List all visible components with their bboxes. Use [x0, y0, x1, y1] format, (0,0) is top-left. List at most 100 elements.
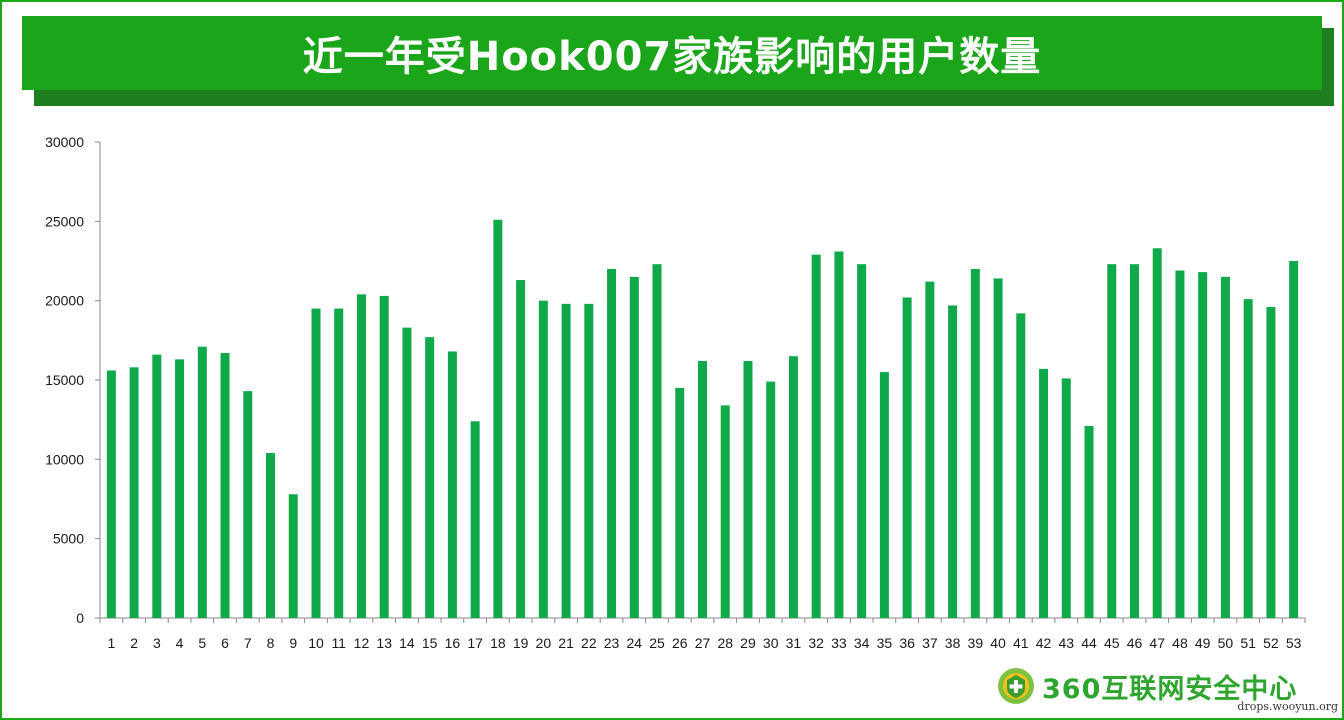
x-tick-label: 32 [808, 635, 824, 651]
x-tick-label: 2 [130, 635, 138, 651]
bar [1129, 264, 1139, 618]
x-tick-label: 33 [831, 635, 847, 651]
x-tick-label: 38 [945, 635, 961, 651]
chart-title: 近一年受Hook007家族影响的用户数量 [302, 34, 1042, 80]
title-banner: 近一年受Hook007家族影响的用户数量 [22, 16, 1322, 90]
x-tick-label: 8 [267, 635, 275, 651]
bar [152, 354, 162, 618]
x-tick-label: 37 [922, 635, 938, 651]
bar [1016, 313, 1026, 618]
bar [1198, 272, 1208, 618]
x-tick-label: 25 [649, 635, 665, 651]
x-tick-label: 35 [877, 635, 893, 651]
x-tick-label: 10 [308, 635, 324, 651]
watermark: drops.wooyun.org [1237, 700, 1338, 713]
bar [288, 494, 298, 618]
x-tick-label: 39 [968, 635, 984, 651]
bar [1107, 264, 1117, 618]
x-tick-label: 41 [1013, 635, 1029, 651]
bar [652, 264, 662, 618]
x-tick-label: 40 [990, 635, 1006, 651]
x-tick-label: 12 [354, 635, 370, 651]
x-tick-label: 11 [331, 635, 346, 651]
bar [720, 405, 730, 618]
bar [629, 276, 639, 618]
bar [1220, 276, 1230, 618]
bar [516, 280, 526, 618]
bar [561, 303, 571, 618]
bar [1084, 426, 1094, 618]
x-tick-label: 50 [1218, 635, 1234, 651]
x-tick-label: 27 [695, 635, 711, 651]
bar [470, 421, 480, 618]
x-tick-label: 14 [399, 635, 415, 651]
bar [948, 305, 958, 618]
bar [197, 346, 207, 618]
x-tick-label: 5 [198, 635, 206, 651]
x-tick-label: 47 [1149, 635, 1165, 651]
bar [607, 268, 617, 618]
bar [788, 356, 798, 618]
x-tick-label: 43 [1058, 635, 1074, 651]
x-tick-label: 28 [717, 635, 733, 651]
x-tick-label: 24 [627, 635, 643, 651]
x-tick-label: 34 [854, 635, 870, 651]
x-tick-label: 3 [153, 635, 161, 651]
y-tick-label: 5000 [53, 531, 84, 547]
bar [311, 308, 321, 618]
bar [925, 281, 935, 618]
bar [811, 254, 821, 619]
bar [493, 219, 503, 618]
bar [220, 353, 230, 618]
y-tick-label: 0 [76, 610, 84, 626]
bar [743, 360, 753, 618]
x-tick-label: 23 [604, 635, 620, 651]
bar [1243, 299, 1253, 618]
logo: 360互联网安全中心 [996, 666, 1297, 706]
y-tick-label: 30000 [45, 134, 84, 150]
x-tick-label: 51 [1240, 635, 1256, 651]
bar [1175, 270, 1185, 618]
x-tick-label: 53 [1286, 635, 1302, 651]
bar [766, 381, 776, 618]
bar [447, 351, 457, 618]
x-tick-label: 16 [445, 635, 461, 651]
y-tick-label: 15000 [45, 372, 84, 388]
x-tick-label: 19 [513, 635, 529, 651]
bar [356, 294, 366, 618]
bar [1289, 261, 1299, 618]
bar [538, 300, 548, 618]
bar [879, 372, 889, 618]
x-tick-label: 48 [1172, 635, 1188, 651]
x-tick-label: 45 [1104, 635, 1120, 651]
x-tick-label: 49 [1195, 635, 1211, 651]
bar [402, 327, 412, 618]
bar [106, 370, 116, 618]
x-tick-label: 1 [107, 635, 115, 651]
y-tick-label: 25000 [45, 213, 84, 229]
bar [834, 251, 844, 619]
x-tick-label: 13 [376, 635, 392, 651]
x-tick-label: 7 [244, 635, 252, 651]
bar [584, 303, 594, 618]
bar [1039, 368, 1049, 618]
bar [993, 278, 1003, 618]
logo-text: 360互联网安全中心 [1042, 673, 1298, 705]
x-tick-label: 31 [786, 635, 802, 651]
x-tick-label: 6 [221, 635, 229, 651]
y-tick-label: 20000 [45, 293, 84, 309]
x-tick-label: 36 [899, 635, 915, 651]
bar [1061, 378, 1071, 618]
360-guard-logo-icon [998, 668, 1034, 704]
bar [425, 337, 435, 618]
bar [334, 308, 344, 618]
bar [379, 295, 389, 618]
x-tick-label: 52 [1263, 635, 1279, 651]
bar [129, 367, 139, 618]
x-tick-label: 18 [490, 635, 506, 651]
bar [857, 264, 867, 618]
x-tick-label: 9 [289, 635, 297, 651]
bar [266, 452, 276, 618]
